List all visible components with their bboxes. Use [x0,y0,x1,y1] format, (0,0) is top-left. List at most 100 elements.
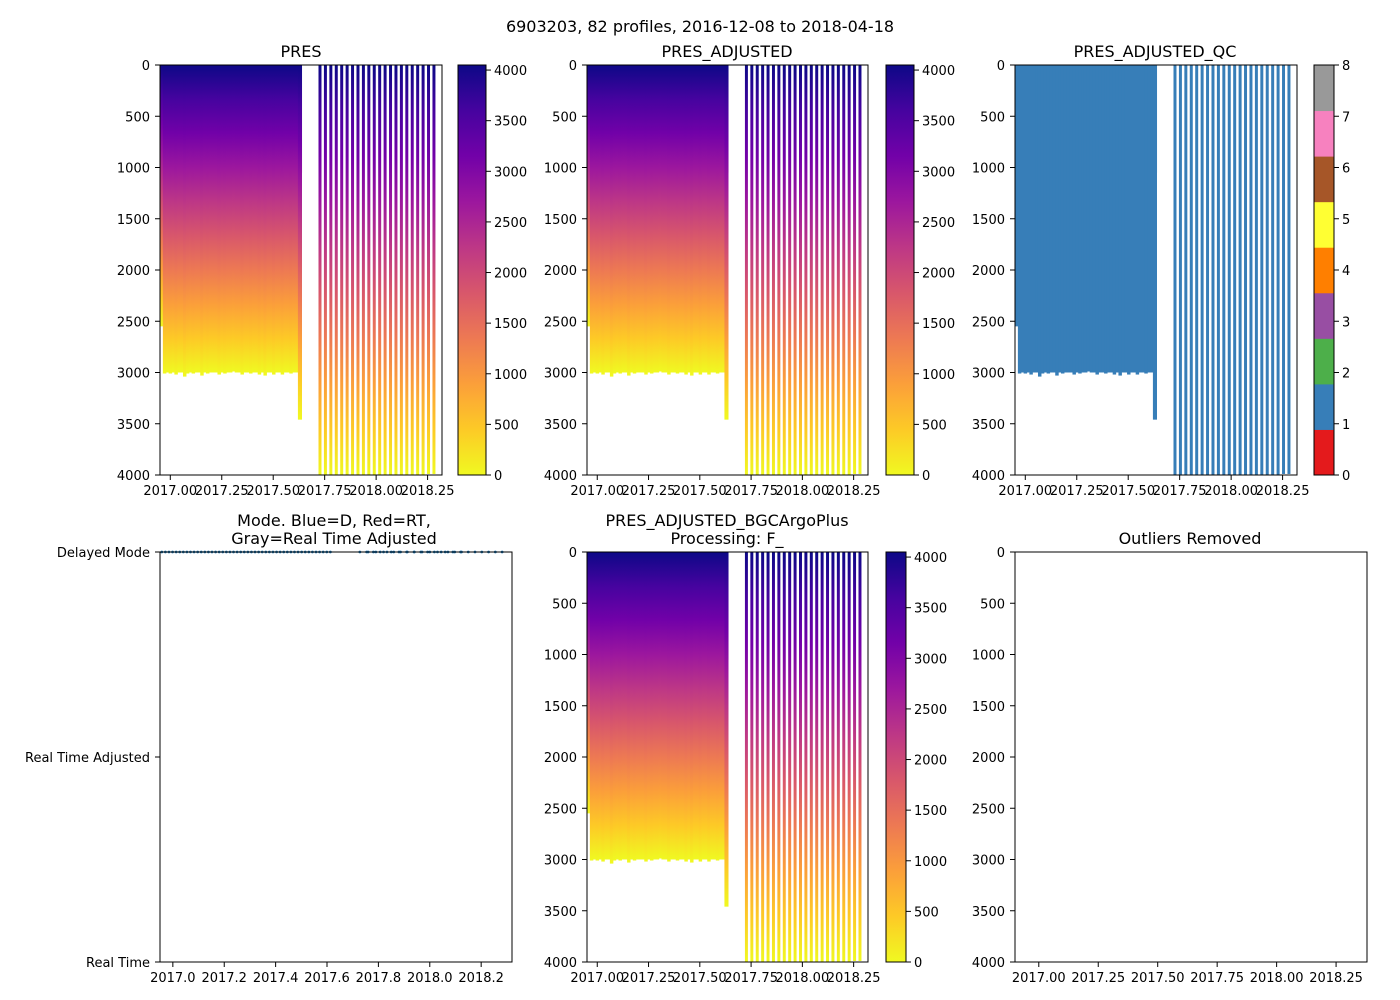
pres-profile [214,65,219,373]
pres_bgc-profile [664,552,668,860]
pres_adj-profile [638,65,642,373]
pres_bgc-gap-stripe [742,621,745,660]
pres-profile [254,65,259,373]
pres-adjusted-title: PRES_ADJUSTED [661,42,792,62]
pres_qc-profile [1043,65,1048,373]
pres_bgc-x-axis: 2017.002017.252017.502017.752018.002018.… [570,962,881,986]
outliers-y-tick-label: 3000 [972,854,1005,869]
pres_adj-y-tick-label: 1500 [544,213,577,228]
pres-profile [295,65,299,373]
pres_qc-profile [1195,65,1199,475]
pres-gap-stripe [304,134,307,173]
mode-title-line-2: Gray=Real Time Adjusted [231,529,437,548]
pres_qc-gap-stripe [1159,134,1162,173]
pres_adj-profile [826,65,830,475]
mode-x-tick-label: 2017.8 [356,971,402,986]
pres_qc-profile [1189,65,1193,475]
pres_qc-colorbar-tick-label: 6 [1342,162,1350,177]
pres_qc-profile [1058,65,1062,373]
pres_qc-colorbar-tick-label: 2 [1342,367,1350,382]
pres-profile [266,65,270,373]
pres_bgc-y-tick-label: 1000 [544,649,577,664]
outliers-x-tick-label: 2017.75 [1190,971,1244,986]
pres_adj-heatmap [587,65,862,475]
pres-profile [356,65,360,475]
pres_adj-colorbar-tick-label: 3500 [922,115,955,130]
pres_qc-profile [1127,65,1131,375]
pres_adj-profile [649,65,654,374]
pres_adj-profile [670,65,674,373]
pres_qc-profile [1046,65,1051,374]
pres_qc-colorbar-tick-label: 1 [1342,418,1350,433]
pres-profile [257,65,262,375]
pres_bgc-profile [667,552,671,862]
pres_adj-profile [612,65,617,374]
outliers-y-tick-label: 500 [980,597,1005,612]
mode-x-tick-label: 2018.2 [458,971,504,986]
pres_bgc-profile [649,552,654,861]
pres_bgc-profile [788,552,792,962]
pres_qc-profile [1129,65,1134,373]
pres_qc-profile [1081,65,1085,373]
pres_adj-profile [809,65,813,475]
pres_qc-profile [1055,65,1059,376]
pres_qc-profile [1089,65,1094,373]
pres_qc-profile [1052,65,1056,373]
pres_bgc-gap-stripe [738,621,741,660]
outliers-y-tick-label: 1500 [972,700,1005,715]
pres_bgc-colorbar-frame [885,551,907,963]
pres_adj-y-axis: 0 500 1000 1500 2000 2500 3000 3500 4000 [544,59,587,484]
pres_qc-gap-stripe [1171,134,1174,173]
pres_bgc-profile [601,552,605,862]
pres_qc-x-tick-label: 2017.75 [1153,484,1207,499]
pres_qc-heatmap [1015,65,1291,475]
pres_adj-colorbar-tick-label: 1500 [922,317,955,332]
pres-x-tick-label: 2017.75 [298,484,352,499]
pres_qc-profile [1101,65,1105,373]
pres-profile [208,65,213,373]
pres_qc-profile [1173,65,1177,475]
pres_qc-colorbar-segment [1314,201,1334,248]
pres-profile [246,65,250,373]
pres-profile [188,65,193,373]
pres-y-tick-label: 3000 [117,367,150,382]
pres-profile [283,65,288,373]
pres_qc-colorbar-tick-label: 3 [1342,315,1350,330]
pres-profile [389,65,393,475]
pres_adj-profile [661,65,665,373]
pres-profile [263,65,267,376]
pres_qc-colorbar-tick-label: 4 [1342,264,1350,279]
pres-bgc-title-line-1: PRES_ADJUSTED_BGCArgoPlus [605,511,848,531]
pres_adj-colorbar: 0 500 1000 1500 2000 2500 3000 3500 4000 [885,64,955,484]
mode-x-tick-label: 2018.0 [407,971,453,986]
pres-profile [405,65,409,475]
pres_adj-profile [667,65,671,375]
pres-colorbar-tick-label: 0 [494,469,502,484]
pres-profile [231,65,236,372]
pres_qc-profile [1037,65,1042,377]
pres-profile [217,65,221,375]
pres_qc-colorbar-segment [1314,383,1334,430]
pres_adj-profile [624,65,628,373]
pres-profile [205,65,210,374]
pres_bgc-y-tick-label: 2500 [544,802,577,817]
pres_qc-x-tick-label: 2017.50 [1101,484,1155,499]
pres_qc-profile [1106,65,1111,373]
pres_qc-profile [1206,65,1210,475]
pres_qc-x-tick-label: 2017.25 [1050,484,1104,499]
pres-profile [372,65,376,475]
pres_bgc-y-tick-label: 4000 [544,956,577,971]
pres_qc-colorbar: 0 1 2 3 4 5 6 7 8 [1313,59,1350,484]
pres_bgc-profile [632,552,637,861]
pres_bgc-profile [836,552,840,962]
pres_adj-gap-stripe [734,134,737,173]
pres_adj-gap-stripe [742,134,745,173]
pres_bgc-profile [612,552,617,861]
pres_adj-profile [598,65,602,373]
pres_qc-profile [1144,65,1148,374]
pres-colorbar-tick-label: 3000 [494,165,527,180]
mode-y-tick-label: Delayed Mode [57,546,150,561]
pres_bgc-x-tick-label: 2017.75 [724,971,778,986]
pres_bgc-profile [799,552,802,962]
pres_qc-profile [1118,65,1122,376]
